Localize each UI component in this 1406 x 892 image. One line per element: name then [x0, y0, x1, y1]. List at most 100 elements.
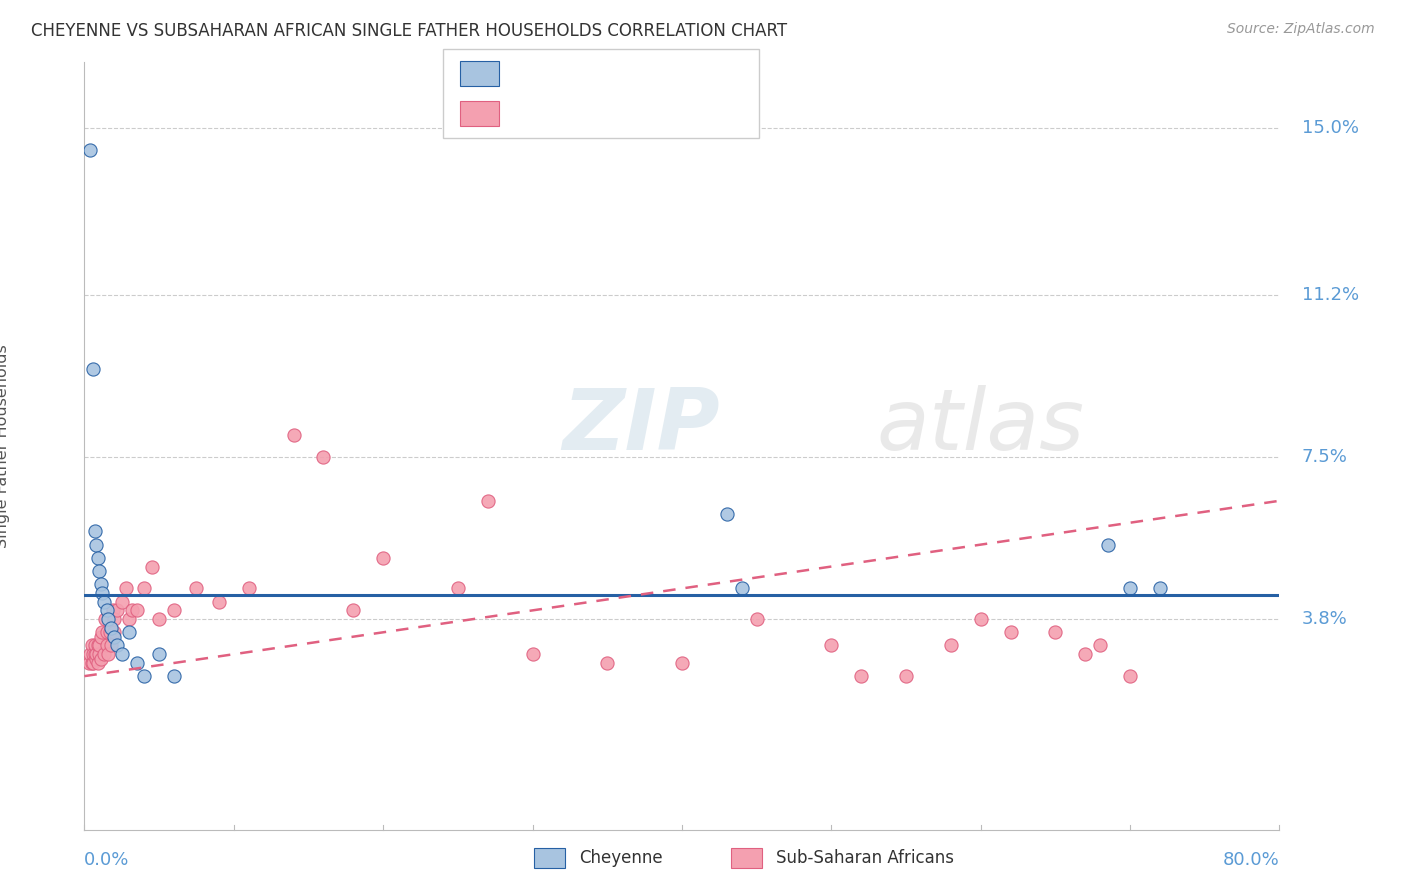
Point [86, 651, 108, 665]
Point [1097, 538, 1119, 552]
Text: atlas: atlas [876, 384, 1084, 467]
Point [111, 647, 134, 661]
Text: ZIP: ZIP [562, 384, 720, 467]
Point [103, 630, 125, 644]
Point [89, 647, 111, 661]
Text: Source: ZipAtlas.com: Source: ZipAtlas.com [1227, 22, 1375, 37]
Point [186, 582, 208, 596]
Point [97, 647, 120, 661]
Text: 80.0%: 80.0% [1223, 852, 1279, 870]
Point [148, 647, 170, 661]
Point [1090, 639, 1112, 653]
Point [731, 582, 754, 596]
Point [82, 656, 104, 670]
Point [105, 603, 128, 617]
Point [83, 647, 105, 661]
Point [105, 639, 128, 653]
Point [82, 647, 104, 661]
Point [100, 639, 122, 653]
Text: Sub-Saharan Africans: Sub-Saharan Africans [776, 849, 955, 867]
Point [596, 656, 619, 670]
Point [283, 428, 305, 442]
Text: CHEYENNE VS SUBSAHARAN AFRICAN SINGLE FATHER HOUSEHOLDS CORRELATION CHART: CHEYENNE VS SUBSAHARAN AFRICAN SINGLE FA… [31, 22, 787, 40]
Point [163, 669, 186, 683]
Point [93, 647, 115, 661]
Text: 3.8%: 3.8% [1302, 610, 1347, 628]
Point [970, 612, 993, 626]
Point [80, 639, 103, 653]
Point [125, 656, 148, 670]
Point [477, 493, 499, 508]
Point [91, 586, 114, 600]
Point [1074, 647, 1097, 661]
Point [111, 594, 134, 608]
Point [716, 507, 738, 521]
Point [141, 559, 163, 574]
Point [90, 630, 112, 644]
Text: R = 0.008    N = 25: R = 0.008 N = 25 [510, 64, 702, 83]
Point [851, 669, 873, 683]
Point [77, 656, 100, 670]
Point [373, 550, 395, 565]
Point [79, 143, 101, 157]
Point [83, 524, 105, 539]
Point [118, 625, 141, 640]
Text: 15.0%: 15.0% [1302, 120, 1358, 137]
Point [87, 639, 110, 653]
Point [208, 594, 231, 608]
Point [1149, 582, 1171, 596]
Point [1000, 625, 1022, 640]
Point [101, 603, 124, 617]
Point [87, 656, 110, 670]
Point [115, 582, 138, 596]
Text: 0.0%: 0.0% [84, 852, 129, 870]
Text: Single Father Households: Single Father Households [0, 344, 10, 548]
Text: 11.2%: 11.2% [1302, 285, 1360, 304]
Point [83, 639, 105, 653]
Point [1119, 582, 1142, 596]
Point [745, 612, 768, 626]
Point [939, 639, 962, 653]
Point [103, 625, 125, 640]
Text: Cheyenne: Cheyenne [579, 849, 662, 867]
Point [79, 647, 101, 661]
Point [1045, 625, 1067, 640]
Point [86, 538, 108, 552]
Point [132, 669, 156, 683]
Point [1119, 669, 1142, 683]
Point [163, 603, 186, 617]
Point [91, 625, 114, 640]
Point [148, 612, 170, 626]
Point [100, 621, 122, 635]
Point [96, 639, 118, 653]
Point [80, 656, 103, 670]
Point [98, 625, 121, 640]
Point [82, 362, 104, 376]
Point [94, 612, 117, 626]
Point [103, 612, 125, 626]
Point [90, 577, 112, 591]
Point [894, 669, 917, 683]
Point [87, 550, 110, 565]
Point [342, 603, 364, 617]
Point [132, 582, 156, 596]
Point [312, 450, 335, 464]
Point [96, 625, 118, 640]
Text: 7.5%: 7.5% [1302, 448, 1348, 466]
Text: R = 0.347    N = 60: R = 0.347 N = 60 [510, 104, 702, 123]
Point [93, 594, 115, 608]
Point [447, 582, 470, 596]
Point [89, 564, 111, 578]
Point [96, 603, 118, 617]
Point [238, 582, 260, 596]
Point [118, 612, 141, 626]
Point [820, 639, 842, 653]
Point [86, 647, 108, 661]
Point [89, 639, 111, 653]
Point [522, 647, 544, 661]
Point [97, 612, 120, 626]
Point [671, 656, 693, 670]
Point [121, 603, 143, 617]
Point [90, 651, 112, 665]
Point [125, 603, 148, 617]
